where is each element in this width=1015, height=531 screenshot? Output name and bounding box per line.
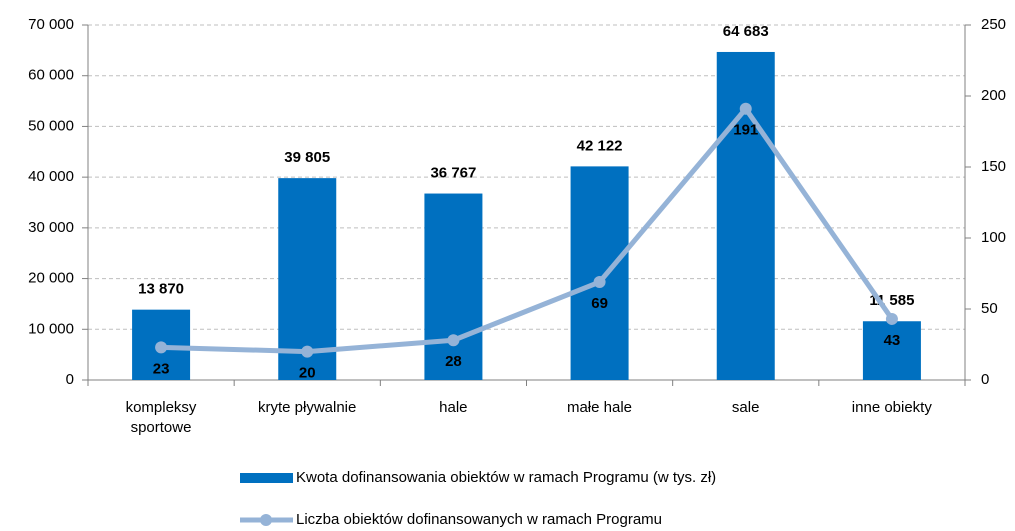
line-point (739, 102, 752, 115)
bar (716, 51, 775, 381)
bar-value-label: 13 870 (138, 281, 184, 298)
y2-tick-label: 0 (981, 371, 989, 388)
bar-value-label: 39 805 (284, 149, 330, 166)
y-tick-label: 60 000 (28, 67, 74, 84)
y-tick-label: 40 000 (28, 168, 74, 185)
x-tick-label: inne obiekty (851, 399, 932, 416)
legend-marker (260, 514, 272, 526)
line-value-label: 23 (153, 360, 170, 377)
y2-tick-label: 200 (981, 87, 1006, 104)
y2-tick-label: 250 (981, 16, 1006, 33)
x-tick-label: kompleksy sportowe (125, 399, 197, 436)
legend-label: Liczba obiektów dofinansowanych w ramach… (296, 511, 662, 528)
y-tick-label: 20 000 (28, 270, 74, 287)
bar-value-label: 36 767 (430, 165, 476, 182)
bar (862, 321, 921, 380)
bar (570, 166, 629, 380)
y-tick-label: 30 000 (28, 219, 74, 236)
line-point (155, 341, 168, 354)
bar-value-label: 64 683 (723, 23, 769, 40)
y2-tick-label: 150 (981, 158, 1006, 175)
line-point (885, 312, 898, 325)
line-point (447, 334, 460, 347)
line (161, 106, 894, 355)
x-tick-label: kryte pływalnie (257, 399, 357, 416)
y-tick-label: 70 000 (28, 16, 74, 33)
y-tick-label: 10 000 (28, 320, 74, 337)
line-point (301, 345, 314, 358)
legend-swatch (240, 473, 293, 483)
legend-label: Kwota dofinansowania obiektów w ramach P… (296, 469, 716, 486)
x-tick-label: hale (439, 399, 468, 416)
y2-tick-label: 50 (981, 300, 998, 317)
line-point (593, 276, 606, 289)
line-value-label: 20 (299, 365, 316, 382)
y-tick-label: 50 000 (28, 117, 74, 134)
y2-tick-label: 100 (981, 229, 1006, 246)
bar (424, 193, 483, 380)
line-value-label: 28 (445, 353, 462, 370)
line-value-label: 43 (884, 332, 901, 349)
x-tick-label: małe hale (566, 399, 633, 416)
y-tick-label: 0 (66, 371, 74, 388)
bar-value-label: 42 122 (577, 137, 623, 154)
x-tick-label: sale (731, 399, 760, 416)
line-value-label: 191 (733, 122, 758, 139)
line-value-label: 69 (591, 295, 608, 312)
